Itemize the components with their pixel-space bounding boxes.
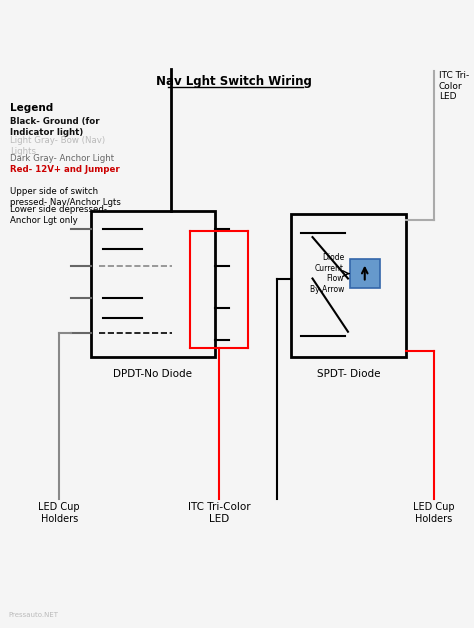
Bar	[91, 212, 215, 357]
Text: Red- 12V+ and Jumper: Red- 12V+ and Jumper	[10, 165, 119, 174]
Text: Legend: Legend	[10, 103, 53, 113]
Text: SPDT- Diode: SPDT- Diode	[317, 369, 380, 379]
Text: Lower side depressed-
Anchor Lgt only: Lower side depressed- Anchor Lgt only	[10, 205, 107, 225]
Text: Pressauto.NET: Pressauto.NET	[8, 612, 58, 617]
Text: Dark Gray- Anchor Light: Dark Gray- Anchor Light	[10, 154, 114, 163]
Text: ITC Tri-Color
LED: ITC Tri-Color LED	[188, 502, 250, 524]
Text: ITC Tri-
Color
LED: ITC Tri- Color LED	[438, 72, 469, 101]
Text: LED Cup
Holders: LED Cup Holders	[38, 502, 80, 524]
Bar	[350, 259, 380, 288]
Text: LED Cup
Holders: LED Cup Holders	[413, 502, 455, 524]
Text: Light Gray- Bow (Nav)
Lights: Light Gray- Bow (Nav) Lights	[10, 136, 105, 156]
Text: Upper side of switch
pressed- Nav/Anchor Lgts: Upper side of switch pressed- Nav/Anchor…	[10, 187, 121, 207]
Text: DPDT-No Diode: DPDT-No Diode	[113, 369, 192, 379]
Text: Black- Ground (for
Indicator light): Black- Ground (for Indicator light)	[10, 117, 100, 137]
Text: Nav Lght Switch Wiring: Nav Lght Switch Wiring	[155, 75, 311, 88]
Text: Diode
Current
Flow
By Arrow: Diode Current Flow By Arrow	[310, 254, 344, 294]
Bar	[291, 214, 406, 357]
